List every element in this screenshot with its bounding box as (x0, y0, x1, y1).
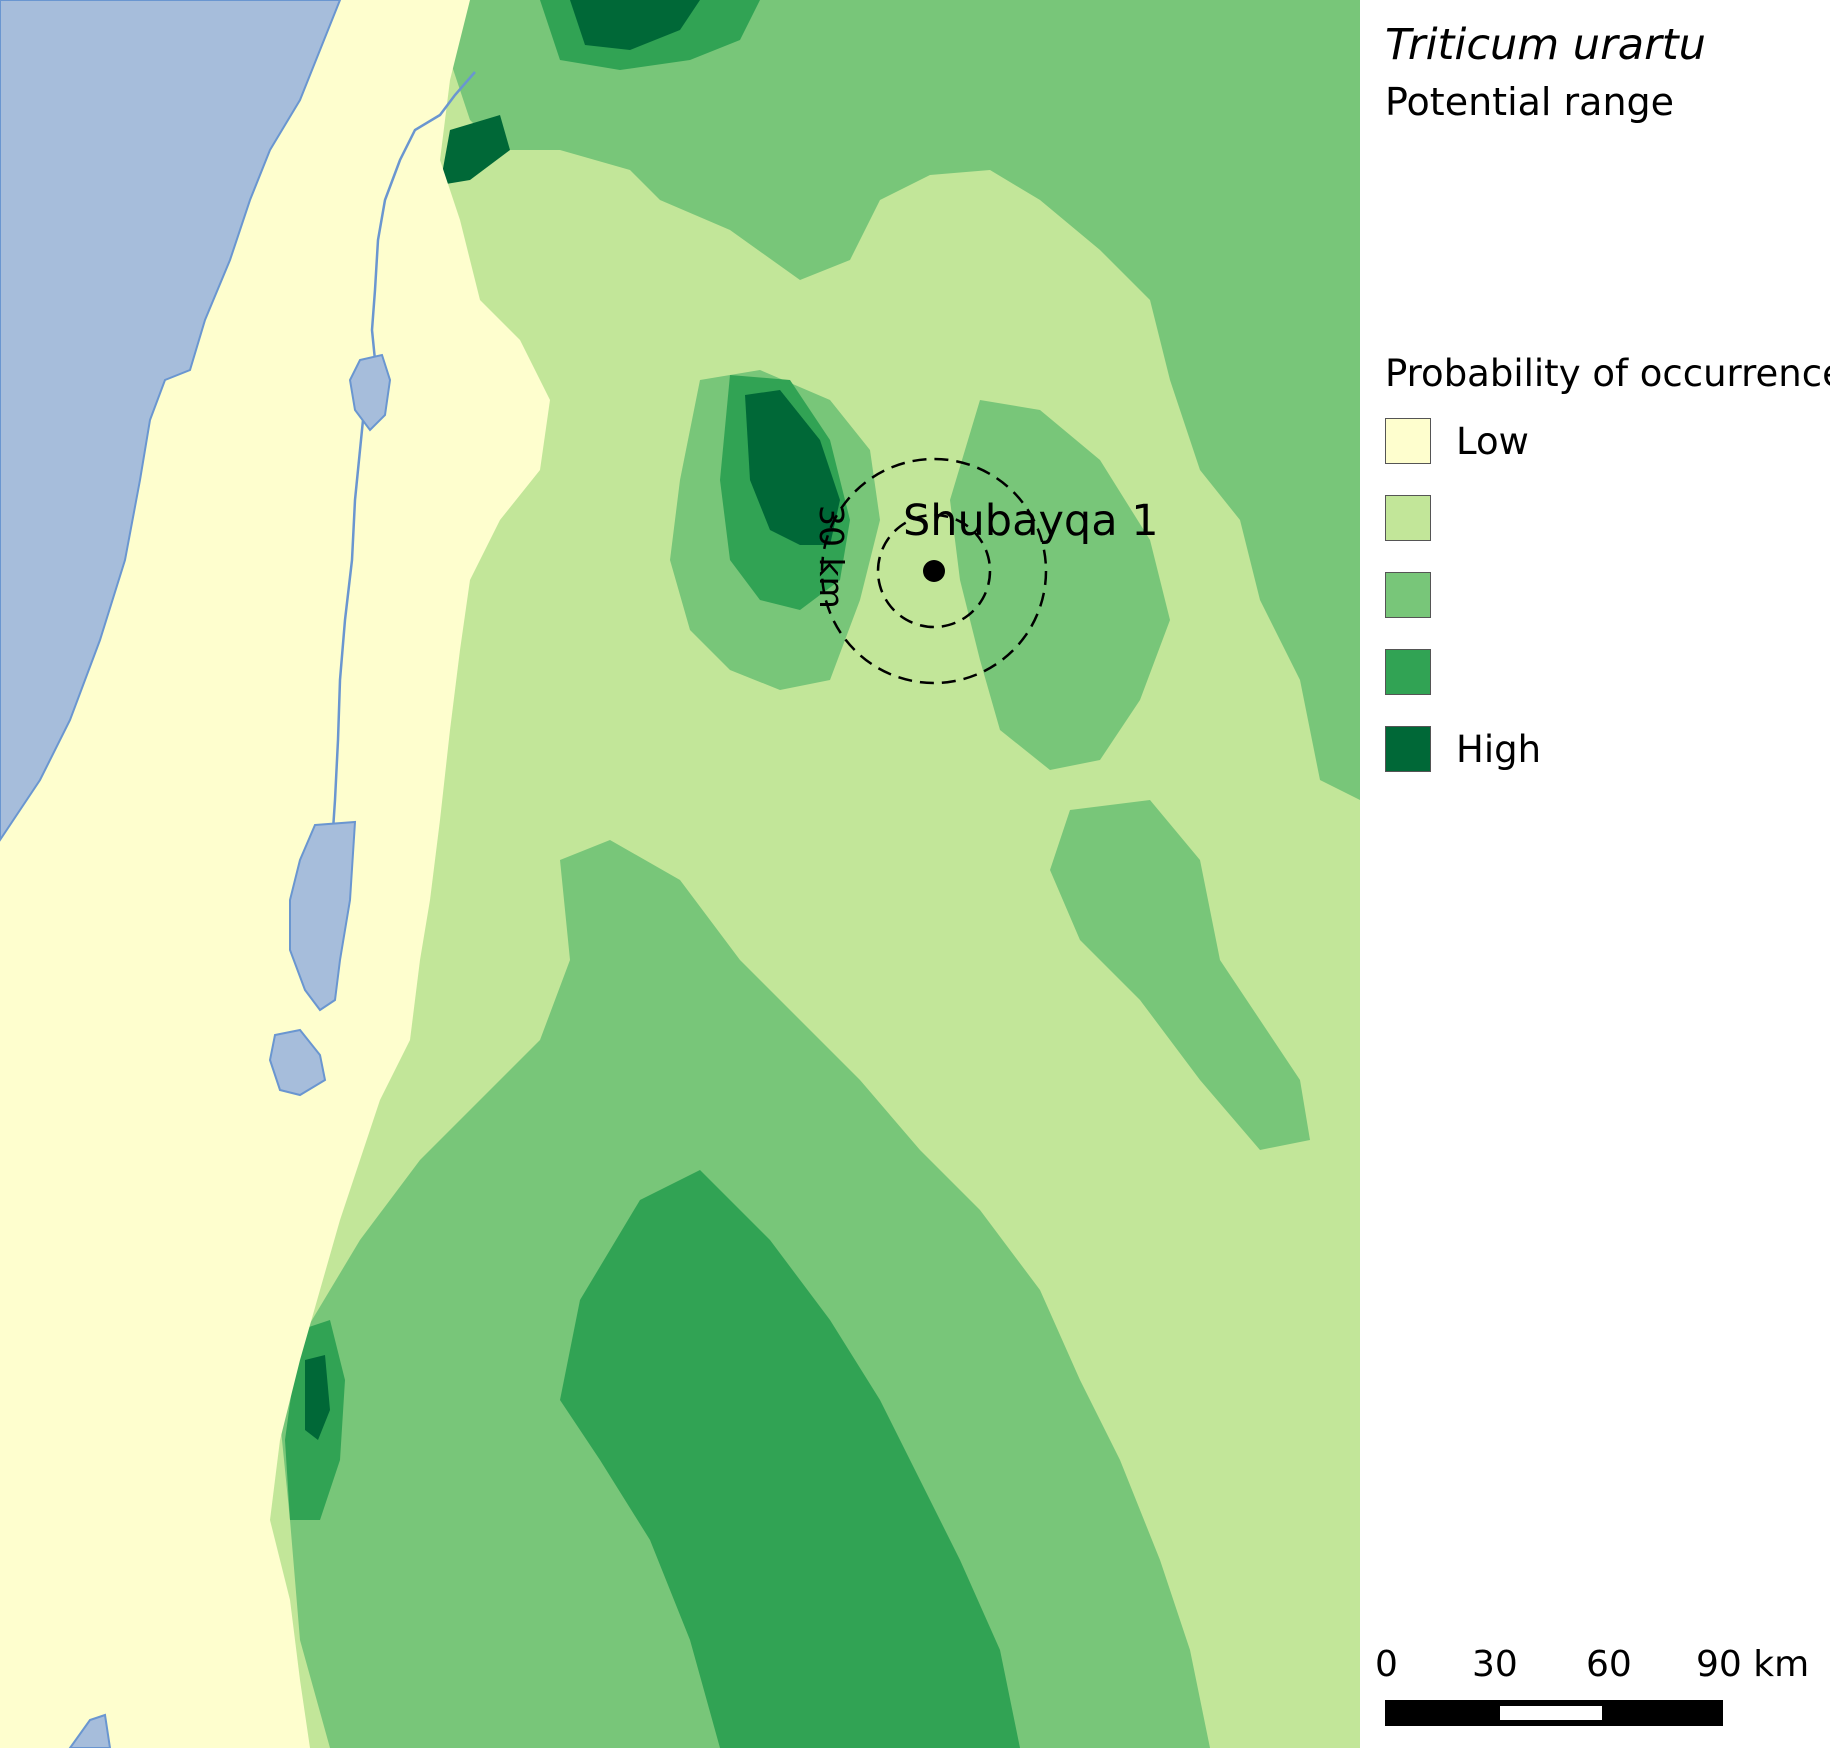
buffer-ring-outer (820, 457, 1048, 685)
legend-heading: Probability of occurrence (1385, 352, 1830, 395)
region-class-3-east2 (1050, 800, 1310, 1150)
region-class-5-northwest (440, 115, 510, 185)
legend-swatch-2 (1385, 495, 1431, 541)
scale-bar (1385, 1700, 1723, 1726)
legend-label-low: Low (1456, 419, 1529, 463)
probability-map[interactable]: Shubayqa 1 30 km (0, 0, 1360, 1748)
buffer-ring-inner (876, 513, 992, 629)
region-class-5-north (570, 0, 700, 50)
legend-swatch-3 (1385, 572, 1431, 618)
legend-item-1: Low (1385, 417, 1529, 465)
mediterranean-sea (0, 0, 342, 842)
legend-swatch-4 (1385, 649, 1431, 695)
scale-label-30: 30 (1472, 1644, 1518, 1685)
region-class-4-south (560, 1170, 1020, 1748)
region-class-3-north (440, 0, 1360, 800)
legend-item-2 (1385, 494, 1456, 542)
lake-hula (348, 353, 392, 432)
legend-title: Triticum urartu (1385, 20, 1706, 70)
legend-item-4 (1385, 648, 1456, 696)
site-marker[interactable] (923, 560, 945, 582)
gulf-tip (68, 1713, 112, 1748)
scale-label-90: 90 km (1696, 1644, 1810, 1685)
dead-sea-south (268, 1028, 327, 1097)
legend-swatch-high (1385, 726, 1431, 772)
site-label: Shubayqa 1 (903, 496, 1159, 546)
legend-item-5: High (1385, 725, 1541, 773)
scale-label-0: 0 (1375, 1644, 1398, 1685)
dead-sea (289, 820, 357, 1012)
legend-item-3 (1385, 571, 1456, 619)
legend-panel: Triticum urartu Potential range Probabil… (1360, 0, 1830, 1748)
region-class-5-southwest (305, 1355, 330, 1440)
legend-swatch-low (1385, 418, 1431, 464)
region-class-5-plateau (745, 390, 840, 545)
legend-label-high: High (1456, 727, 1542, 771)
ring-distance-label: 30 km (812, 505, 851, 609)
region-class-3-east (950, 400, 1170, 770)
scale-label-60: 60 (1586, 1644, 1632, 1685)
map-panel[interactable]: Shubayqa 1 30 km (0, 0, 1360, 1748)
legend-subtitle: Potential range (1385, 80, 1675, 124)
